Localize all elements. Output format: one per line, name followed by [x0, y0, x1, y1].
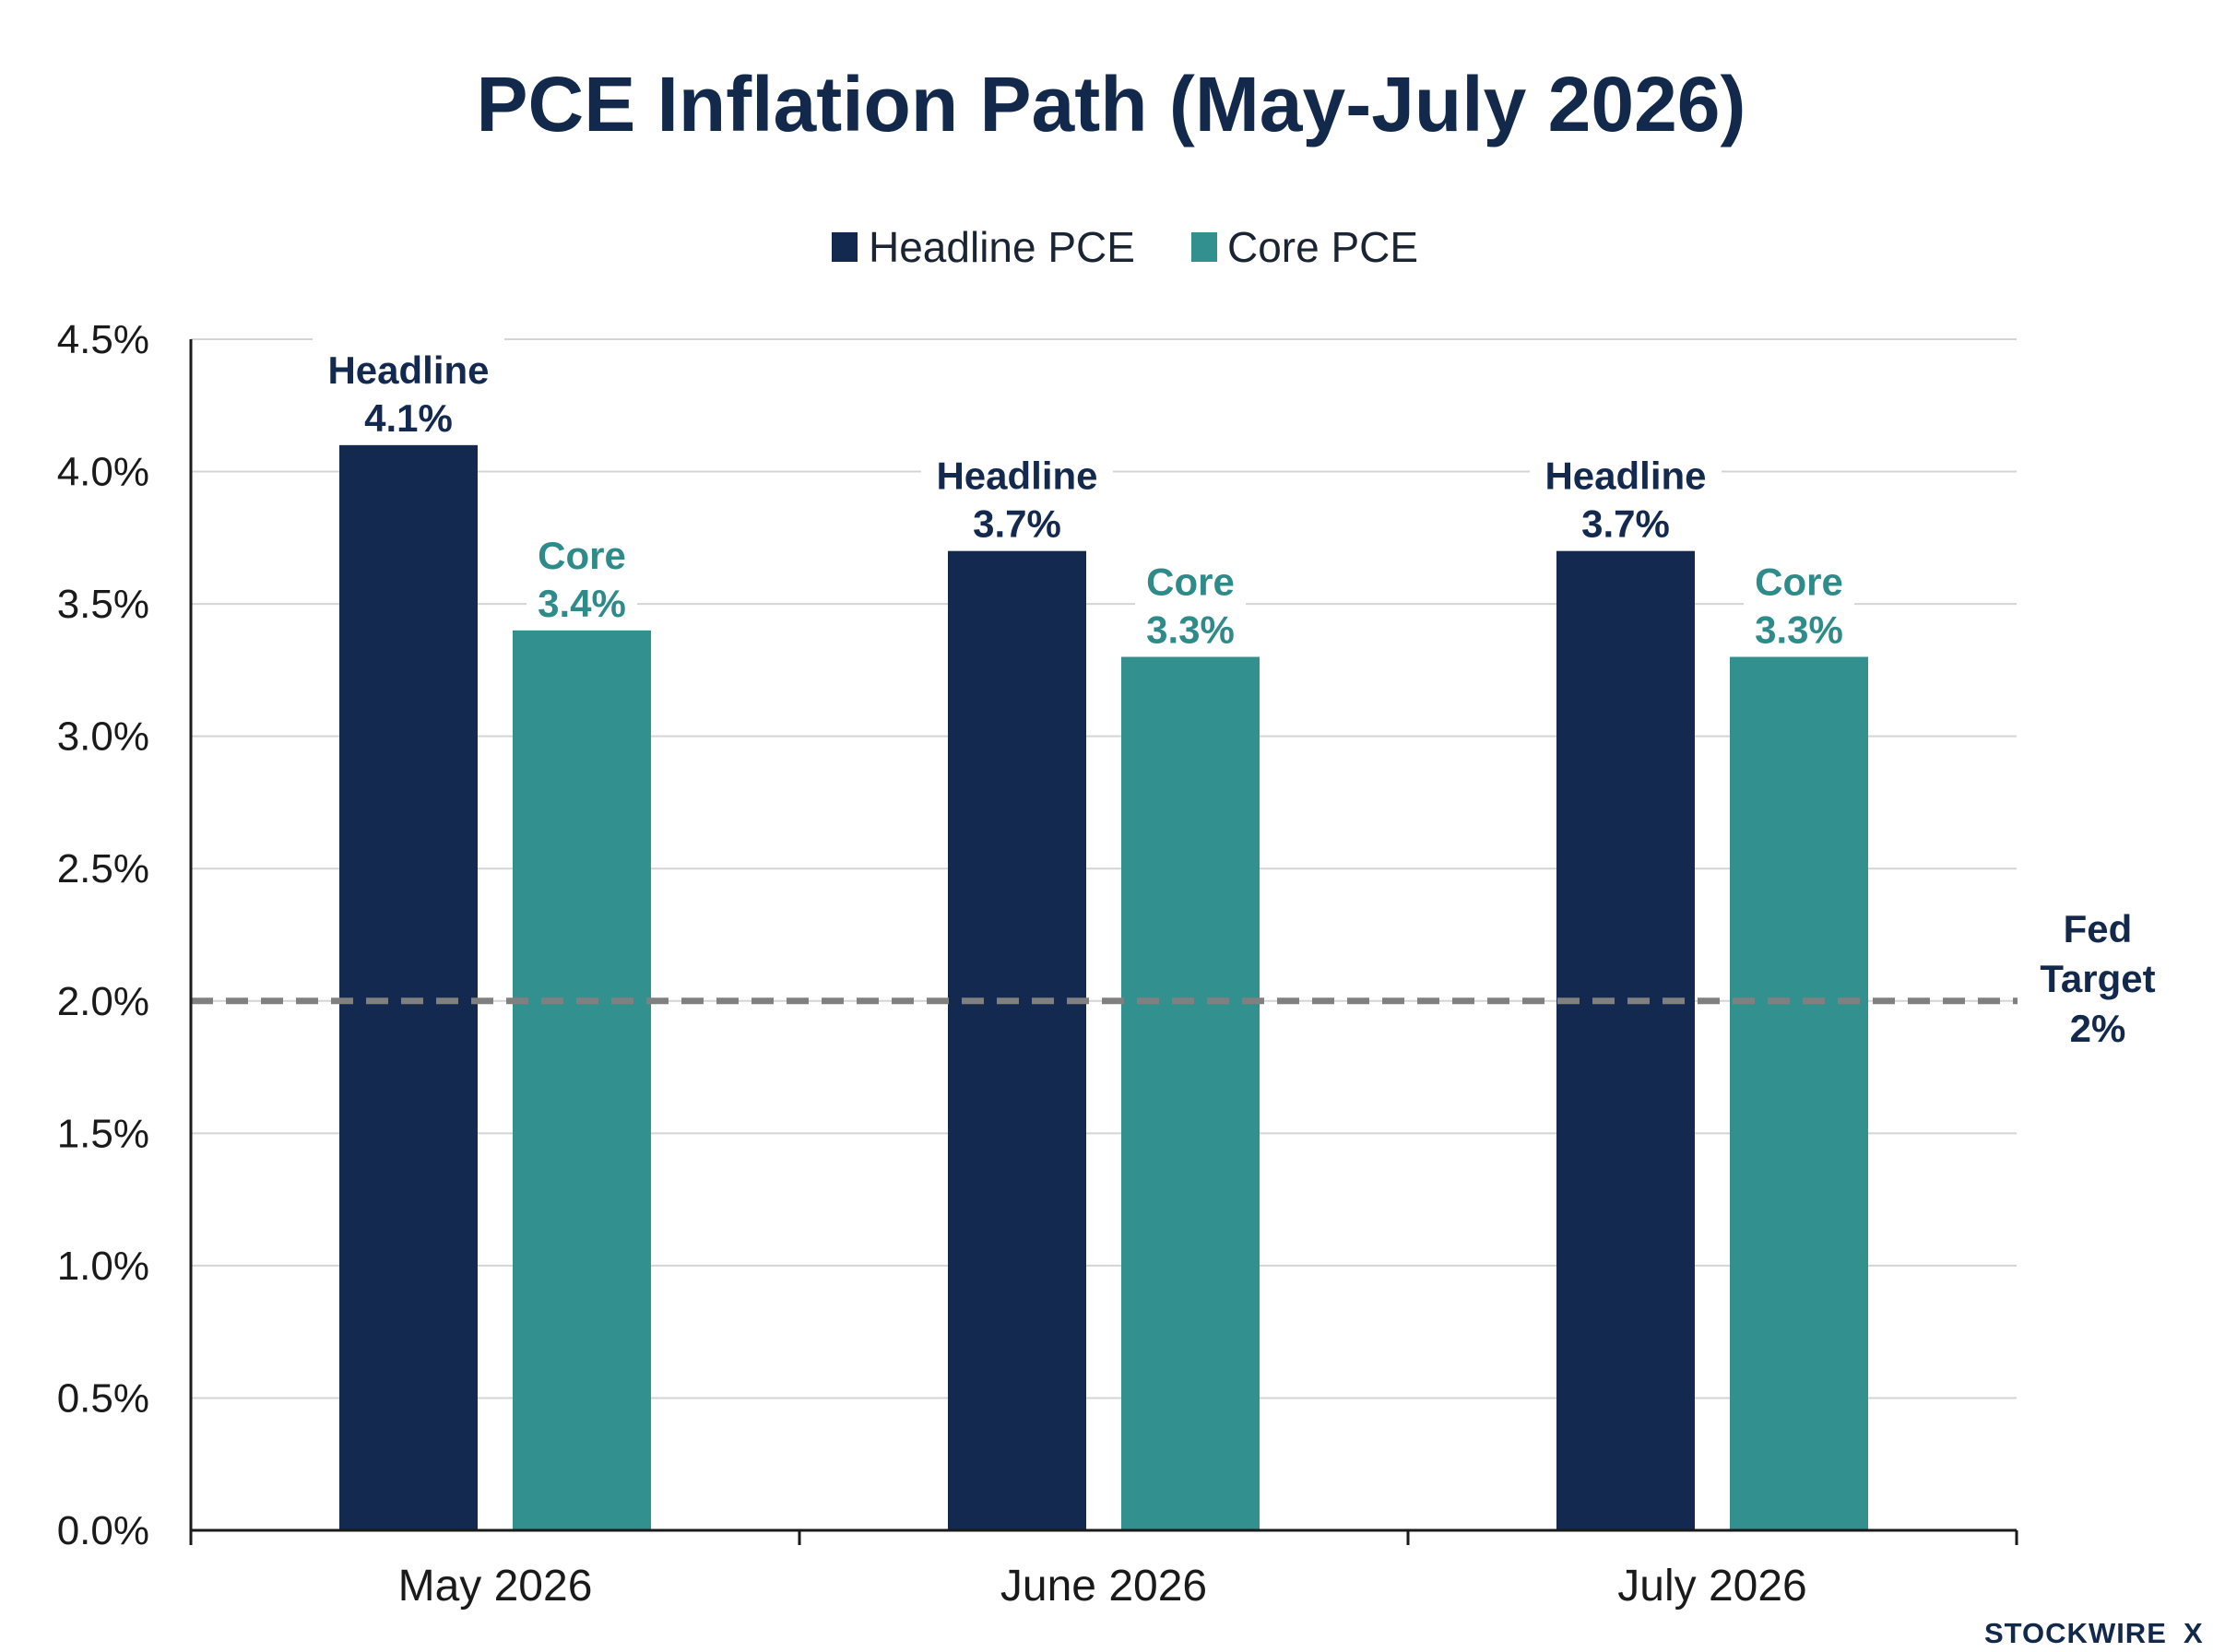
x-axis-categories: May 2026 June 2026 July 2026: [398, 1562, 1807, 1611]
bar-label-backdrop: [1744, 548, 1854, 652]
bar-label-backdrop: [1530, 442, 1722, 546]
y-tick-label: 1.0%: [57, 1244, 149, 1289]
bar-label-name: Headline: [327, 348, 489, 392]
bar-label-value: 4.1%: [364, 396, 453, 440]
bar-headline: [339, 444, 478, 1530]
bar-label-backdrop: [1135, 548, 1246, 652]
bar-label-value: 3.3%: [1755, 608, 1843, 652]
gridlines: [191, 338, 2017, 1399]
bar-headline: [1556, 550, 1695, 1530]
bar-label-name: Core: [1146, 560, 1235, 604]
y-tick-label: 1.5%: [57, 1111, 149, 1156]
fed-target-label: Fed Target 2%: [2040, 907, 2155, 1050]
legend: Headline PCE Core PCE: [832, 223, 1418, 271]
bar-core: [513, 630, 651, 1530]
bar-label-name: Headline: [1544, 454, 1706, 498]
brand-name: STOCKWIRE: [1984, 1617, 2167, 1649]
y-tick-label: 4.0%: [57, 450, 149, 495]
y-tick-label: 2.0%: [57, 979, 149, 1024]
y-tick-label: 3.0%: [57, 714, 149, 760]
bar-label-value: 3.7%: [1581, 502, 1670, 546]
y-tick-label: 4.5%: [57, 317, 149, 362]
y-tick-label: 0.5%: [57, 1375, 149, 1421]
x-category-label: June 2026: [1000, 1562, 1207, 1611]
fed-target-label-line: 2%: [2070, 1007, 2126, 1050]
legend-swatch-core: [1191, 232, 1217, 262]
brand-logo: STOCKWIRE X: [1984, 1617, 2204, 1649]
chart-title: PCE Inflation Path (May-July 2026): [477, 61, 1746, 148]
bar-label-name: Headline: [936, 454, 1097, 498]
bar-label-backdrop: [527, 521, 637, 625]
brand-mark: X: [2183, 1617, 2204, 1649]
bar-label-name: Core: [1755, 560, 1843, 604]
bar-labels: Headline4.1%Core3.4%Headline3.7%Core3.3%…: [313, 336, 1854, 652]
bars: [339, 444, 1868, 1530]
bar-label-value: 3.3%: [1146, 608, 1235, 652]
y-tick-label: 2.5%: [57, 846, 149, 891]
bar-label-value: 3.4%: [538, 582, 626, 625]
x-category-label: May 2026: [398, 1562, 593, 1611]
bar-label-value: 3.7%: [973, 502, 1061, 546]
y-tick-label: 3.5%: [57, 582, 149, 627]
legend-label-core: Core PCE: [1227, 223, 1418, 271]
fed-target-label-line: Target: [2040, 957, 2155, 1000]
legend-swatch-headline: [832, 232, 858, 262]
bar-label-backdrop: [313, 336, 504, 440]
bar-core: [1121, 656, 1260, 1530]
legend-label-headline: Headline PCE: [869, 223, 1135, 271]
bar-core: [1730, 656, 1868, 1530]
bar-label-backdrop: [921, 442, 1113, 546]
y-tick-label: 0.0%: [57, 1508, 149, 1553]
axes: [189, 339, 2018, 1545]
bar-headline: [948, 550, 1086, 1530]
bar-label-name: Core: [538, 534, 626, 577]
x-category-label: July 2026: [1617, 1562, 1806, 1611]
fed-target-label-line: Fed: [2064, 907, 2133, 950]
y-axis-ticks: 0.0% 0.5% 1.0% 1.5% 2.0% 2.5% 3.0% 3.5% 4.0% 4.5%: [57, 317, 149, 1553]
